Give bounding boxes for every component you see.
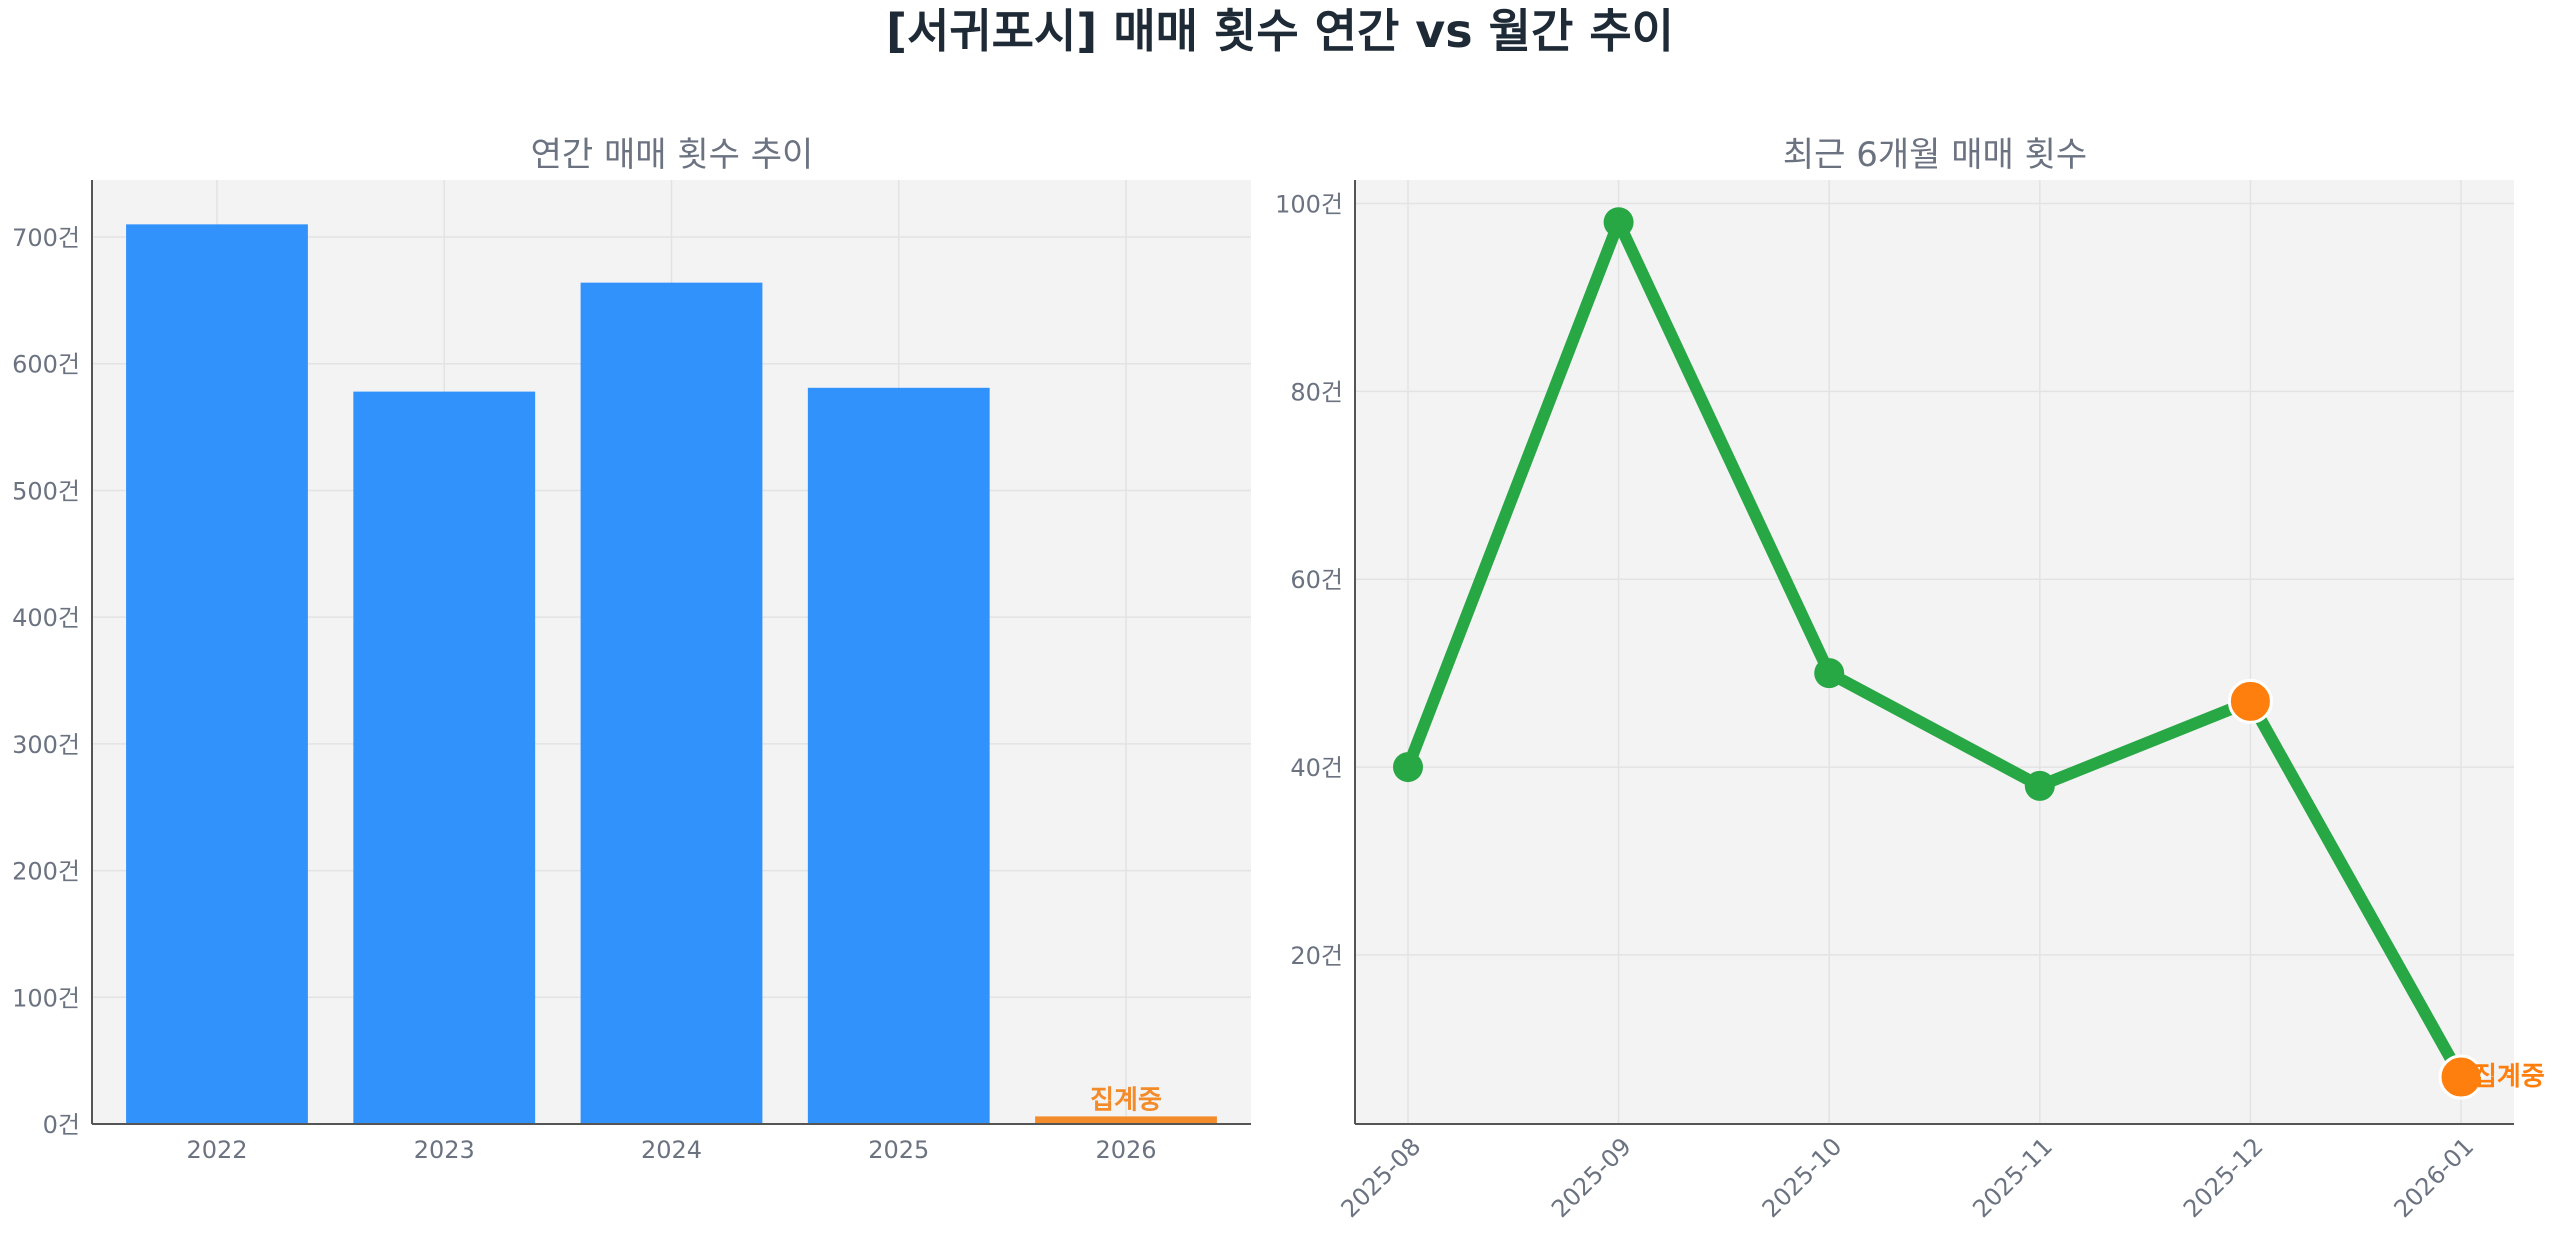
monthly-series-line: [1402, 216, 2467, 1084]
monthly-y-tick-label: 100건: [1275, 190, 1343, 218]
annual-y-tick-label: 200건: [12, 858, 80, 886]
annual-x-tick-label: 2025: [868, 1136, 929, 1164]
monthly-point: [1814, 658, 1845, 689]
monthly-x-tick-label: 2026-01: [2389, 1132, 2480, 1223]
monthly-chart-panel: 집계중 20건 40건 60건 80건 100건 2025-08 2025-09 2025-1…: [1275, 135, 2545, 1223]
monthly-pending-annotation: 집계중: [2473, 1062, 2545, 1092]
annual-x-tick-label: 2022: [186, 1136, 247, 1164]
annual-y-tick-label: 400건: [12, 604, 80, 632]
monthly-x-tick-label: 2025-12: [2178, 1132, 2269, 1223]
annual-y-tick-label: 600건: [12, 351, 80, 379]
annual-x-tick-label: 2023: [414, 1136, 475, 1164]
annual-bar-pending: [1035, 1116, 1217, 1124]
annual-bar: [807, 387, 990, 1124]
annual-chart-panel: 집계중 0건 100건 200건 300건 400건 500건 600건 700건 2022 20…: [12, 135, 1251, 1164]
monthly-point: [2024, 770, 2055, 801]
annual-chart-title: 연간 매매 횟수 추이: [531, 135, 814, 175]
annual-y-tick-label: 500건: [12, 477, 80, 505]
monthly-point-highlight: [2438, 1054, 2484, 1100]
monthly-x-tick-label: 2025-11: [1967, 1132, 2058, 1223]
monthly-y-tick-label: 20건: [1290, 942, 1343, 970]
annual-bar: [353, 391, 536, 1125]
monthly-plot-area: [1355, 180, 2514, 1124]
annual-y-tick-label: 100건: [12, 984, 80, 1012]
chart-main-title: [서귀포시] 매매 횟수 연간 vs 월간 추이: [886, 4, 1674, 58]
annual-y-tick-label: 0건: [43, 1111, 80, 1139]
monthly-x-tick-label: 2025-09: [1546, 1132, 1637, 1223]
annual-y-tick-label: 700건: [12, 224, 80, 252]
monthly-x-tick-label: 2025-08: [1336, 1132, 1427, 1223]
annual-bar: [580, 282, 763, 1124]
monthly-point-highlight: [2227, 678, 2273, 724]
monthly-chart-title: 최근 6개월 매매 횟수: [1783, 135, 2087, 175]
annual-x-tick-label: 2026: [1095, 1136, 1156, 1164]
annual-tick-labels: 0건 100건 200건 300건 400건 500건 600건 700건 2022 2023 20…: [12, 224, 1156, 1164]
monthly-y-tick-label: 80건: [1290, 378, 1343, 406]
monthly-y-tick-label: 60건: [1290, 566, 1343, 594]
monthly-point: [1393, 752, 1423, 783]
annual-pending-annotation: 집계중: [1090, 1085, 1162, 1115]
annual-x-tick-label: 2024: [641, 1136, 702, 1164]
monthly-y-tick-label: 40건: [1290, 754, 1343, 782]
annual-bars: 집계중: [126, 224, 1217, 1125]
monthly-series: 집계중: [1393, 207, 2545, 1100]
monthly-point: [1603, 207, 1634, 238]
annual-bar: [126, 224, 308, 1124]
monthly-x-tick-label: 2025-10: [1757, 1132, 1848, 1223]
annual-y-tick-label: 300건: [12, 731, 80, 759]
monthly-gridlines: [1355, 180, 2514, 1124]
